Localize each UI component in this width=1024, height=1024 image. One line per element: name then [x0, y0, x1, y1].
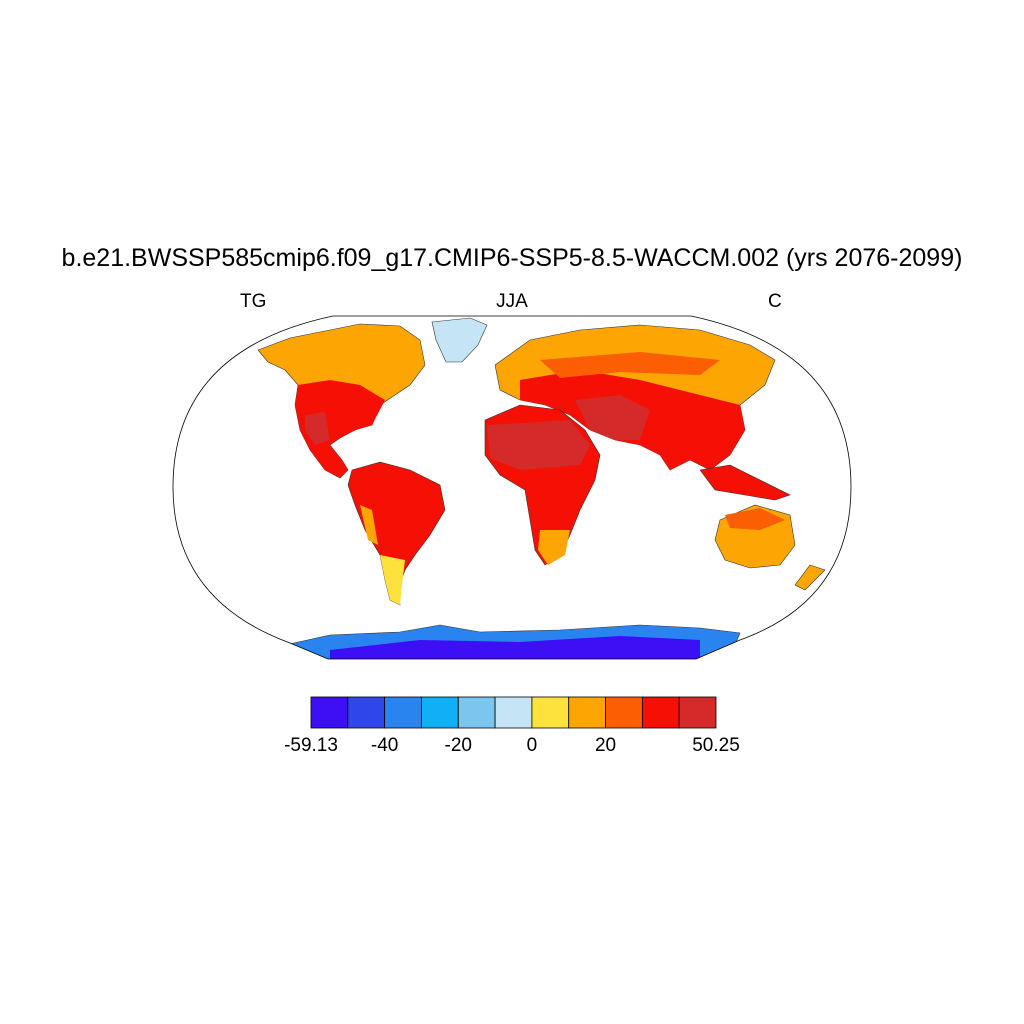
colorbar-box: [678, 696, 717, 729]
colorbar-tick-label: 20: [594, 735, 617, 756]
variable-label: TG: [240, 291, 267, 312]
colorbar-tick-label: -40: [370, 735, 399, 756]
colorbar-tick-label: 0: [526, 735, 538, 756]
map-title: b.e21.BWSSP585cmip6.f09_g17.CMIP6-SSP5-8…: [61, 244, 963, 272]
sahara: [487, 420, 590, 470]
siberia-band: [540, 352, 720, 378]
us-southwest: [305, 412, 330, 445]
greenland: [431, 317, 488, 363]
units-label: C: [768, 291, 782, 312]
map-border: [172, 315, 852, 660]
colorbar-box: [568, 696, 606, 729]
colorbar-box: [531, 696, 570, 729]
australia-north: [725, 508, 785, 530]
southern-africa: [538, 530, 570, 565]
north-america-south: [295, 380, 385, 478]
colorbar-tick-label: -59.13: [284, 735, 338, 756]
colorbar-tick-label: -20: [444, 735, 472, 756]
middle-east: [575, 395, 650, 440]
antarctica-interior: [330, 636, 700, 659]
southeast-asia: [699, 464, 791, 501]
andes: [360, 505, 378, 545]
colorbar-box: [347, 696, 386, 729]
land-layer: [257, 317, 826, 659]
colorbar-tick-label: 50.25: [692, 735, 740, 756]
colorbar-box: [310, 696, 349, 729]
colorbar-box: [641, 696, 680, 729]
colorbar: [310, 696, 717, 729]
south-america-south: [380, 555, 405, 605]
colorbar-box: [605, 696, 643, 729]
colorbar-box: [384, 696, 422, 729]
colorbar-box: [421, 696, 459, 729]
colorbar-box: [457, 696, 496, 729]
colorbar-box: [494, 696, 533, 729]
new-zealand: [794, 564, 826, 591]
season-label: JJA: [496, 291, 528, 312]
